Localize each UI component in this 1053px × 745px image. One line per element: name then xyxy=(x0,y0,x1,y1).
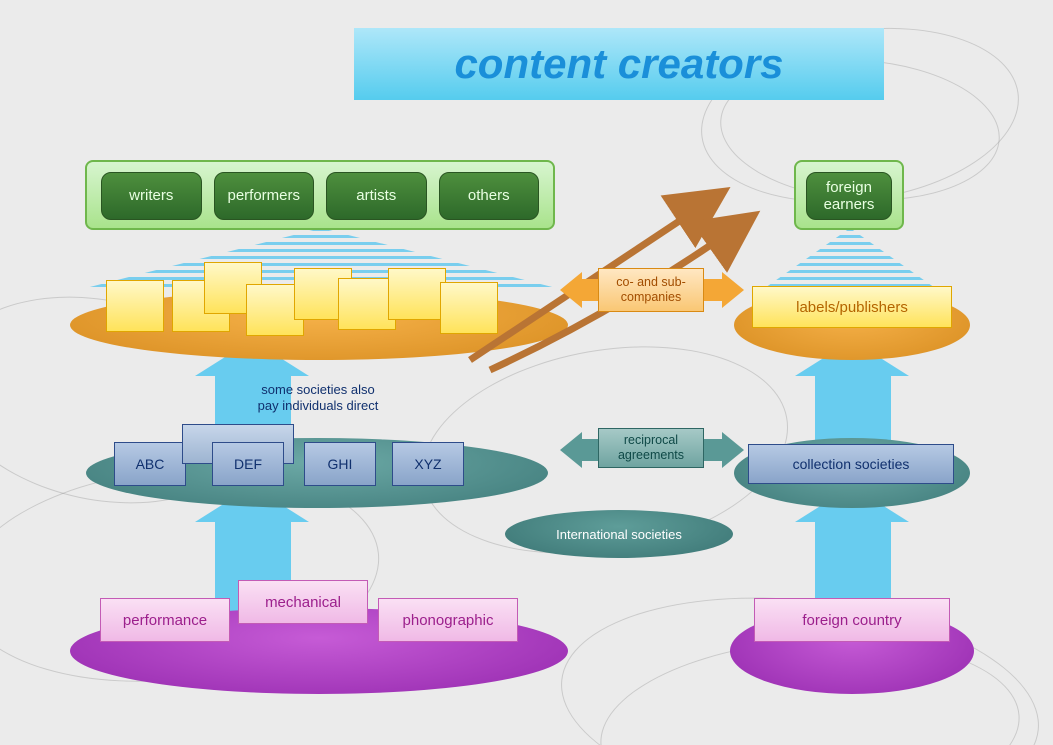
royalty-type-box: performance xyxy=(100,598,230,642)
royalty-type-box: phonographic xyxy=(378,598,518,642)
connector-co-sub-label: co- and sub- companies xyxy=(598,268,704,312)
society-def-front: DEF xyxy=(212,442,284,486)
society-box: GHI xyxy=(304,442,376,486)
creator-artists: artists xyxy=(326,172,427,220)
stripe-tri-right xyxy=(762,228,938,290)
title-text: content creators xyxy=(454,40,783,88)
note-direct-pay: some societies also pay individuals dire… xyxy=(218,382,418,415)
society-box: ABC xyxy=(114,442,186,486)
creator-performers: performers xyxy=(214,172,315,220)
society-box: XYZ xyxy=(392,442,464,486)
creators-right-container: foreign earners xyxy=(794,160,904,230)
creator-writers: writers xyxy=(101,172,202,220)
label-box xyxy=(106,280,164,332)
connector-reciprocal-label: reciprocal agreements xyxy=(598,428,704,468)
labels-publishers-right: labels/publishers xyxy=(752,286,952,328)
title-banner: content creators xyxy=(354,28,884,100)
label-box xyxy=(388,268,446,320)
creator-foreign-earners: foreign earners xyxy=(806,172,892,220)
royalty-foreign-country: foreign country xyxy=(754,598,950,642)
intl-societies: International societies xyxy=(505,510,733,558)
royalty-type-box: mechanical xyxy=(238,580,368,624)
diagram-stage: content creators writers performers arti… xyxy=(0,0,1053,745)
societies-right: collection societies xyxy=(748,444,954,484)
